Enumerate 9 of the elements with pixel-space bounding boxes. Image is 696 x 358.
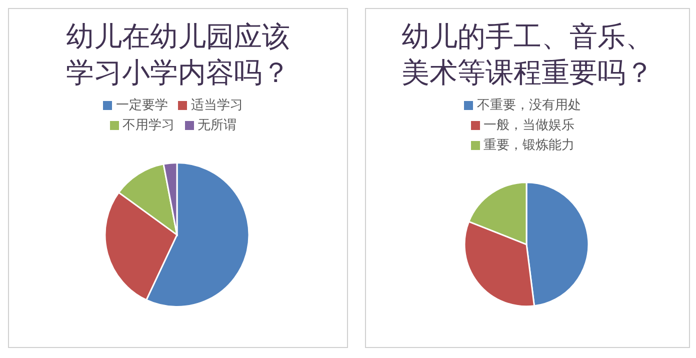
chart-title: 幼儿在幼儿园应该学习小学内容吗？ — [65, 19, 291, 91]
legend-label: 无所谓 — [198, 118, 236, 133]
legend-label: 一定要学 — [116, 98, 168, 113]
chart-title: 幼儿的手工、音乐、美术等课程重要吗？ — [400, 19, 654, 91]
legend-label: 不用学习 — [122, 118, 174, 133]
legend-label: 重要，锻炼能力 — [484, 138, 574, 153]
legend-label: 适当学习 — [191, 98, 243, 113]
legend-label: 一般，当做娱乐 — [484, 118, 574, 133]
legend-label: 不重要，没有用处 — [477, 98, 581, 113]
